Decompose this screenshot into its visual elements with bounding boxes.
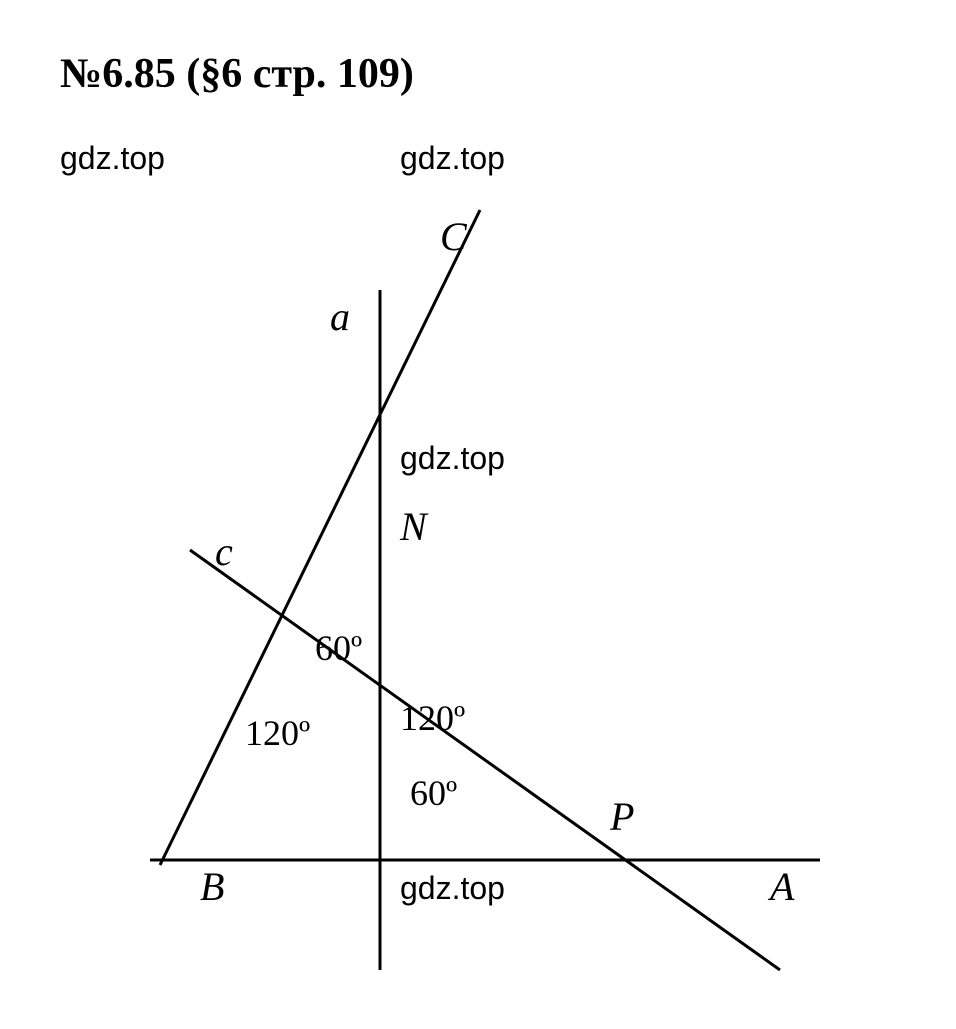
angle-120-right: 120º — [400, 698, 465, 738]
label-b: B — [200, 864, 224, 909]
label-c-lower: c — [215, 529, 233, 574]
watermark-top-left: gdz.top — [60, 140, 165, 177]
line-bc — [160, 210, 480, 865]
geometry-diagram: C a c N B A P 60º 120º 120º 60º — [100, 200, 860, 980]
label-a: a — [330, 294, 350, 339]
problem-title: №6.85 (§6 стр. 109) — [60, 50, 414, 98]
label-c-upper: C — [440, 214, 468, 259]
diagram-svg: C a c N B A P 60º 120º 120º 60º — [100, 200, 860, 980]
watermark-top-right: gdz.top — [400, 140, 505, 177]
angle-60-top: 60º — [315, 628, 362, 668]
label-p: P — [609, 794, 634, 839]
label-a-point: A — [767, 864, 795, 909]
angle-60-bottom: 60º — [410, 773, 457, 813]
angle-120-left: 120º — [245, 713, 310, 753]
label-n: N — [399, 504, 429, 549]
line-c — [190, 550, 780, 970]
